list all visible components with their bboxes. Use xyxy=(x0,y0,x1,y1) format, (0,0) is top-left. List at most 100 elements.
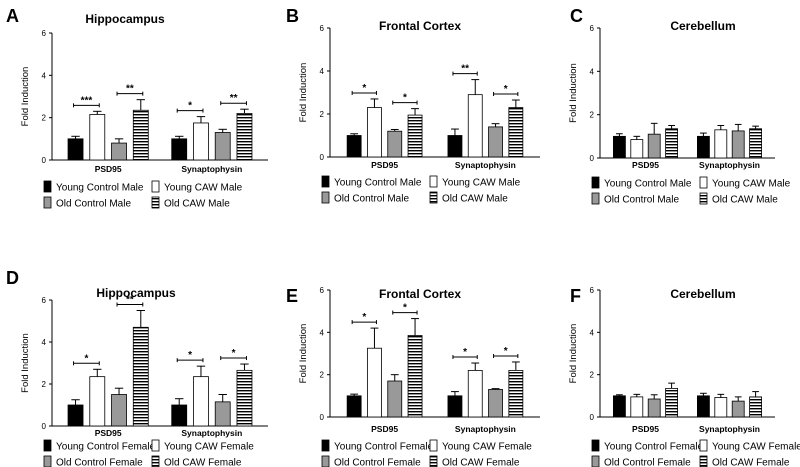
panel-e: E Frontal Cortex Fold Induction 0 2 4 6 PSD95 Sy… xyxy=(286,286,540,467)
panel-b: B Frontal Cortex Fold Induction 0 2 4 6 PSD95 Sy… xyxy=(286,6,540,205)
significance-label: ** xyxy=(230,93,238,104)
chart-title: Frontal Cortex xyxy=(379,19,461,33)
legend-label: Old CAW Female xyxy=(442,458,520,467)
legend-label: Young CAW Male xyxy=(442,178,521,189)
y-axis-label: Fold Induction xyxy=(20,67,31,127)
y-tick-label: 6 xyxy=(590,286,595,295)
legend-label: Old Control Male xyxy=(334,194,409,205)
significance-label: *** xyxy=(81,95,93,106)
panel-letter: C xyxy=(570,6,583,26)
legend-swatch xyxy=(321,175,330,188)
legend-label: Young CAW Female xyxy=(164,442,254,453)
bar xyxy=(407,335,423,418)
y-tick-label: 4 xyxy=(42,71,47,80)
bar xyxy=(89,376,106,427)
bar xyxy=(714,397,728,418)
panel-a: A Hippocampus Fold Induction 0 2 4 6 PSD95 Synap… xyxy=(6,6,268,210)
bar xyxy=(697,395,710,418)
legend-swatch xyxy=(429,455,438,467)
legend-swatch xyxy=(43,439,52,452)
bar xyxy=(67,138,84,161)
y-axis-label: Fold Induction xyxy=(568,324,579,384)
bar xyxy=(214,401,231,427)
y-tick-label: 2 xyxy=(590,371,595,380)
bar xyxy=(193,122,209,161)
legend-swatch xyxy=(591,439,600,452)
x-category-label: Synaptophysin xyxy=(455,424,516,434)
legend-swatch xyxy=(591,455,600,467)
y-tick-label: 6 xyxy=(320,286,325,295)
x-category-label: PSD95 xyxy=(95,164,122,174)
x-category-label: Synaptophysin xyxy=(455,160,516,170)
bar xyxy=(447,395,463,418)
chart-title: Cerebellum xyxy=(670,19,735,33)
bar xyxy=(630,396,644,418)
y-tick-label: 6 xyxy=(320,24,325,33)
panel-letter: E xyxy=(286,286,298,306)
bar xyxy=(447,135,463,158)
legend-label: Young CAW Female xyxy=(442,442,532,453)
legend-label: Old CAW Female xyxy=(712,458,790,467)
panel-letter: A xyxy=(6,6,19,26)
significance-label: * xyxy=(463,347,467,358)
bar xyxy=(665,388,678,418)
bar xyxy=(467,94,483,158)
bar xyxy=(647,133,661,159)
x-category-label: Synaptophysin xyxy=(699,424,760,434)
bar xyxy=(111,142,127,161)
y-tick-label: 6 xyxy=(590,24,595,33)
y-axis-label: Fold Induction xyxy=(20,333,31,393)
bar xyxy=(731,400,745,418)
bar xyxy=(613,395,626,418)
legend-swatch xyxy=(321,191,330,204)
legend-swatch xyxy=(699,176,708,189)
legend-swatch xyxy=(429,191,438,204)
bar xyxy=(647,398,661,418)
bar xyxy=(367,107,382,158)
x-category-label: PSD95 xyxy=(632,424,659,434)
legend-swatch xyxy=(151,455,160,467)
x-category-label: PSD95 xyxy=(371,160,398,170)
bar xyxy=(236,369,253,427)
y-tick-label: 0 xyxy=(320,153,325,162)
bar xyxy=(193,376,209,427)
y-tick-label: 4 xyxy=(590,328,595,337)
legend-swatch xyxy=(43,180,52,193)
y-tick-label: 4 xyxy=(42,338,47,347)
legend-swatch xyxy=(151,439,160,452)
bar xyxy=(731,130,745,159)
bar xyxy=(89,114,106,161)
y-tick-label: 0 xyxy=(590,413,595,422)
legend-label: Young Control Female xyxy=(56,442,156,453)
bar xyxy=(488,126,503,158)
legend-label: Old CAW Male xyxy=(164,199,230,210)
legend-label: Old Control Female xyxy=(56,458,143,467)
significance-label: * xyxy=(84,353,88,364)
bar xyxy=(749,396,762,418)
bar xyxy=(132,326,149,427)
significance-label: * xyxy=(403,93,407,104)
legend-swatch xyxy=(699,192,708,205)
x-category-label: PSD95 xyxy=(95,428,122,438)
bar xyxy=(367,347,382,418)
bar xyxy=(236,113,253,161)
x-category-label: Synaptophysin xyxy=(181,164,242,174)
y-tick-label: 0 xyxy=(42,422,47,431)
legend-swatch xyxy=(699,455,708,467)
bar xyxy=(171,404,188,427)
bar xyxy=(111,394,127,427)
significance-label: ** xyxy=(461,64,469,75)
bar xyxy=(407,114,423,158)
y-tick-label: 0 xyxy=(320,413,325,422)
bar xyxy=(697,135,710,159)
significance-label: ** xyxy=(126,295,134,306)
legend-label: Old Control Female xyxy=(334,458,421,467)
legend-swatch xyxy=(699,439,708,452)
legend-label: Old CAW Male xyxy=(442,194,508,205)
y-tick-label: 6 xyxy=(42,29,47,38)
legend-swatch xyxy=(591,192,600,205)
y-tick-label: 4 xyxy=(590,67,595,76)
y-tick-label: 6 xyxy=(42,296,47,305)
significance-label: * xyxy=(362,83,366,94)
